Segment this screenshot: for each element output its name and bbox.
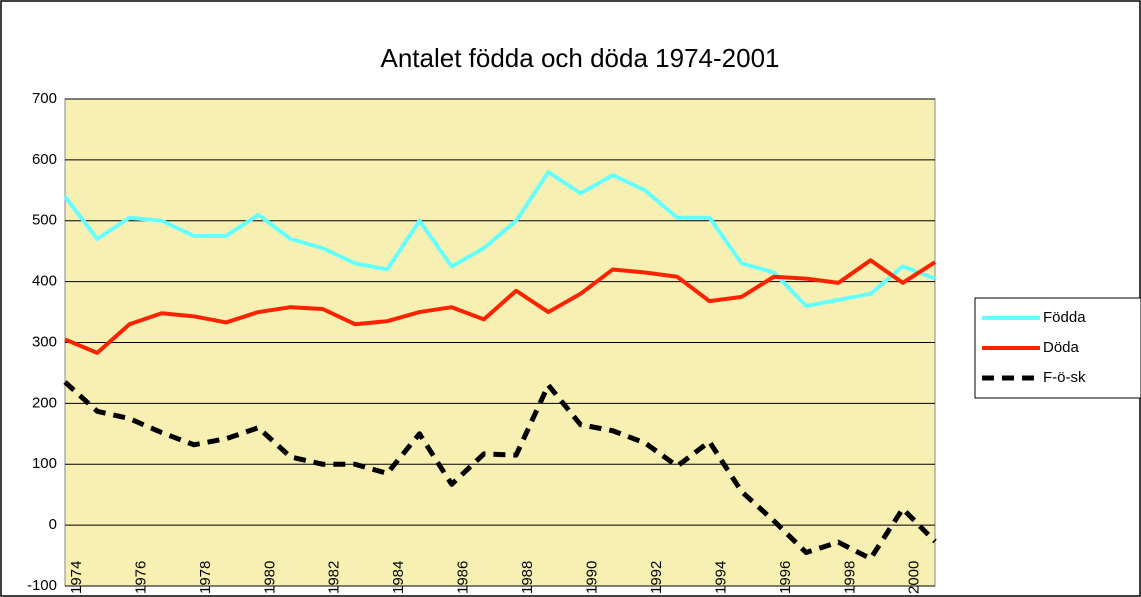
chart-title: Antalet födda och döda 1974-2001 [380, 43, 779, 73]
legend-label: Födda [1043, 309, 1086, 326]
x-tick-label: 1974 [68, 561, 85, 594]
series-line [63, 170, 936, 308]
y-tick-label: 0 [49, 516, 57, 533]
y-tick-label: 200 [32, 394, 57, 411]
x-tick-label: 1982 [326, 561, 343, 594]
x-tick-label: 1980 [261, 561, 278, 594]
series-line [64, 258, 937, 355]
y-tick-label: 500 [32, 212, 57, 229]
x-tick-label: 1976 [132, 561, 149, 594]
x-tick-label: 1978 [197, 561, 214, 594]
x-tick-label: 1996 [777, 561, 794, 594]
legend-label: Döda [1043, 339, 1080, 356]
y-tick-label: -100 [27, 577, 57, 594]
x-tick-label: 1994 [712, 561, 729, 594]
y-tick-label: 100 [32, 455, 57, 472]
x-tick-label: 2000 [906, 561, 923, 594]
x-tick-label: 1986 [455, 561, 472, 594]
x-tick-label: 1984 [390, 561, 407, 594]
y-tick-label: 600 [32, 151, 57, 168]
legend-label: F-ö-sk [1043, 369, 1086, 386]
x-tick-label: 1992 [648, 561, 665, 594]
y-tick-label: 700 [32, 90, 57, 107]
x-tick-label: 1998 [841, 561, 858, 594]
x-tick-label: 1990 [584, 561, 601, 594]
y-tick-label: 400 [32, 273, 57, 290]
x-tick-label: 1988 [519, 561, 536, 594]
series-line [63, 380, 937, 562]
y-tick-label: 300 [32, 333, 57, 350]
